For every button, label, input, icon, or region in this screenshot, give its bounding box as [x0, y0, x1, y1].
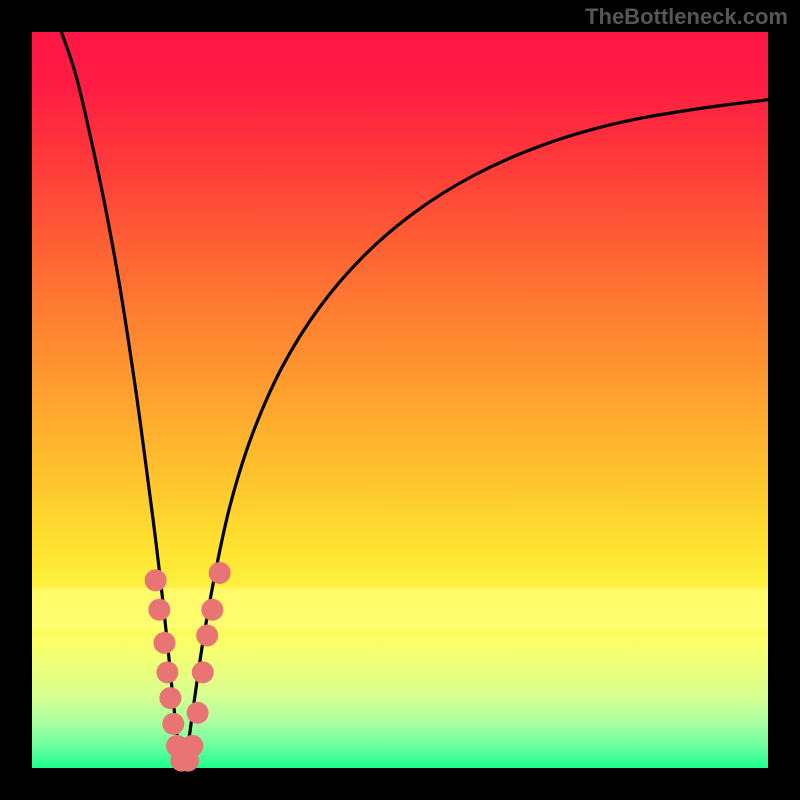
data-marker: [181, 735, 203, 757]
data-marker: [209, 562, 231, 584]
data-marker: [187, 702, 209, 724]
data-marker: [201, 599, 223, 621]
data-marker: [145, 569, 167, 591]
data-marker: [196, 625, 218, 647]
plot-area: [32, 32, 768, 768]
chart-root: TheBottleneck.com: [0, 0, 800, 800]
data-marker: [156, 661, 178, 683]
gradient-background: [32, 32, 768, 768]
watermark-text: TheBottleneck.com: [585, 4, 788, 30]
highlight-band: [32, 588, 768, 628]
chart-svg: [32, 32, 768, 768]
data-marker: [159, 687, 181, 709]
data-marker: [192, 661, 214, 683]
data-marker: [153, 632, 175, 654]
data-marker: [148, 599, 170, 621]
data-marker: [162, 713, 184, 735]
